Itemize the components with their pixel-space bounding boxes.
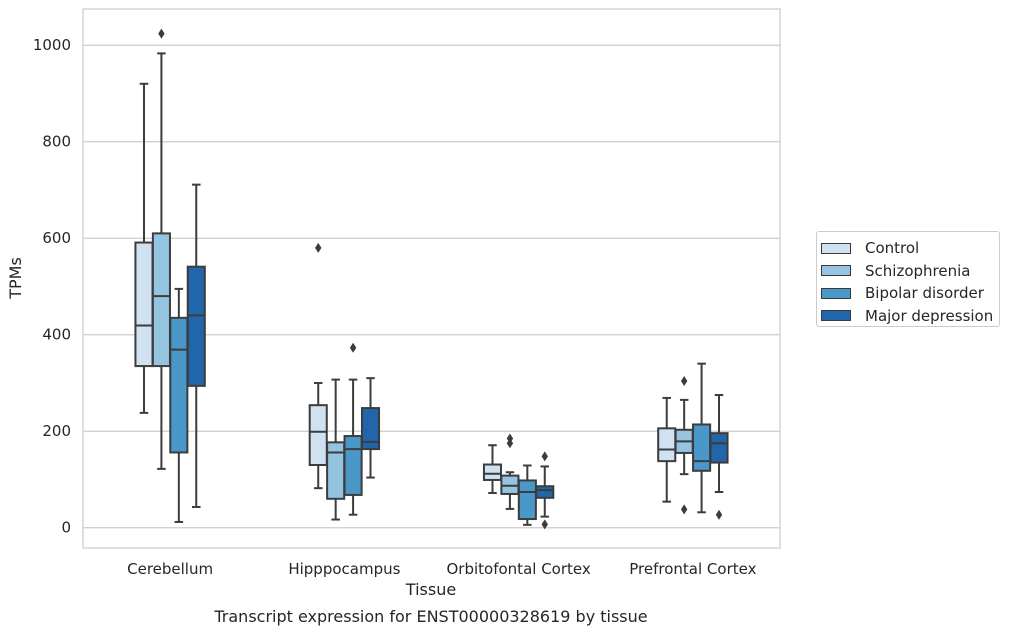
legend-swatch-major-depression	[821, 310, 851, 322]
legend-item-bipolar-disorder: Bipolar disorder	[821, 282, 999, 305]
y-tick-label: 600	[42, 229, 71, 247]
box	[657, 396, 677, 503]
legend-item-schizophrenia: Schizophrenia	[821, 260, 999, 283]
y-tick-label: 1000	[33, 36, 71, 54]
box-iqr	[134, 241, 154, 368]
box	[308, 242, 328, 490]
box-iqr	[151, 232, 171, 368]
box-iqr	[517, 479, 537, 521]
legend-swatch-schizophrenia	[821, 265, 851, 277]
y-tick-label: 0	[61, 519, 71, 537]
plot-frame	[82, 8, 781, 549]
box-iqr	[186, 265, 206, 387]
box	[169, 287, 189, 523]
x-tick-label: Hipppocampus	[288, 560, 400, 578]
outlier-point	[680, 376, 688, 387]
chart-title: Transcript expression for ENST0000032861…	[213, 607, 647, 626]
outlier-point	[349, 342, 357, 353]
legend-label-control: Control	[865, 239, 920, 258]
y-tick-label: 800	[42, 133, 71, 151]
legend-label-schizophrenia: Schizophrenia	[865, 261, 971, 280]
legend-label-major-depression: Major depression	[865, 306, 994, 325]
box	[360, 377, 381, 479]
box-iqr	[692, 423, 712, 472]
x-axis-title: Tissue	[405, 580, 456, 599]
box	[692, 362, 712, 514]
box	[151, 28, 171, 470]
box	[517, 464, 537, 526]
outlier-point	[541, 451, 548, 462]
box	[482, 444, 503, 494]
box	[500, 433, 520, 510]
box-iqr	[709, 432, 729, 464]
outlier-point	[506, 438, 514, 449]
outlier-point	[158, 28, 165, 39]
legend-item-control: Control	[821, 237, 999, 260]
box-iqr	[326, 441, 346, 500]
x-tick-label: Cerebellum	[127, 560, 213, 578]
legend-item-major-depression: Major depression	[821, 305, 999, 328]
box	[186, 183, 206, 508]
box	[709, 394, 729, 520]
x-tick-label: Prefrontal Cortex	[629, 560, 756, 578]
legend-label-bipolar-disorder: Bipolar disorder	[865, 284, 984, 303]
box-iqr	[657, 427, 677, 463]
box-iqr	[343, 435, 363, 496]
box-iqr	[482, 463, 503, 481]
box	[343, 342, 363, 516]
y-axis-title: TPMs	[6, 257, 25, 300]
box	[535, 451, 555, 530]
outlier-point	[541, 519, 548, 530]
legend-swatch-bipolar-disorder	[821, 287, 851, 299]
box	[674, 376, 694, 515]
outlier-point	[315, 242, 322, 253]
x-tick-label: Orbitofontal Cortex	[447, 560, 591, 578]
y-tick-label: 400	[42, 326, 71, 344]
legend: Control Schizophrenia Bipolar disorder M…	[816, 231, 1000, 327]
box-iqr	[169, 316, 189, 454]
outlier-point	[680, 504, 688, 515]
outlier-point	[715, 509, 723, 520]
box-iqr	[535, 485, 555, 499]
box-iqr	[308, 404, 328, 467]
legend-swatch-control	[821, 242, 851, 254]
box	[326, 378, 346, 521]
y-tick-label: 200	[42, 422, 71, 440]
box	[134, 82, 154, 414]
box-iqr	[360, 407, 381, 451]
